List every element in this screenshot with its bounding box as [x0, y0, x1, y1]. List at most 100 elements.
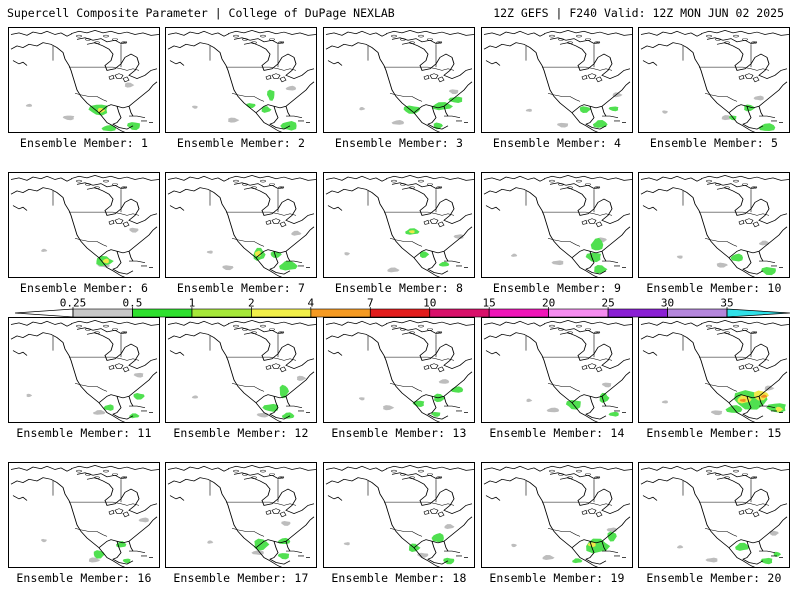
coastline [758, 541, 764, 552]
great-lakes [752, 221, 760, 228]
coastline [728, 516, 788, 549]
run-valid-time: 12Z GEFS | F240 Valid: 12Z MON JUN 02 20… [493, 6, 784, 20]
political-border [699, 66, 770, 71]
great-lakes [738, 219, 745, 225]
coastline [549, 37, 601, 44]
coastline [167, 42, 257, 114]
coastline [255, 516, 315, 549]
arctic-island [85, 38, 91, 41]
member-map-14 [481, 317, 633, 423]
arctic-island [706, 469, 712, 473]
coastline [571, 226, 631, 259]
coastline [10, 477, 100, 549]
great-lakes [581, 219, 588, 225]
scp-shaded-area [585, 252, 601, 263]
great-lakes [744, 363, 754, 369]
coastline [642, 350, 658, 356]
color-scale-legend: 0.25 0.5 1 2 4 7 10 15 20 25 30 35 [15, 297, 790, 318]
coastline [758, 396, 764, 407]
scp-shaded-area [443, 557, 455, 565]
map-header: Supercell Composite Parameter | College … [0, 0, 800, 22]
coastline [700, 320, 789, 326]
arctic-island [558, 38, 564, 41]
scp-shaded-area [760, 557, 773, 565]
coastline [585, 251, 607, 275]
scp-gray-area [677, 545, 684, 549]
scp-shaded-area [438, 261, 450, 267]
coastline [413, 402, 441, 422]
great-lakes [429, 363, 439, 369]
scp-shaded-area [773, 551, 782, 557]
great-lakes [108, 509, 115, 515]
scp-gray-area [251, 550, 264, 555]
arctic-island [549, 34, 555, 38]
arctic-island [242, 473, 248, 476]
member-map-5 [638, 27, 790, 133]
arctic-island [76, 179, 82, 183]
arctic-island [558, 473, 564, 476]
arctic-island [76, 324, 82, 328]
arctic-island [576, 179, 582, 183]
member-label: Ensemble Member: 19 [489, 571, 625, 585]
coastline [601, 541, 607, 552]
coastline [585, 106, 607, 130]
great-lakes [587, 218, 597, 224]
coastline [585, 396, 607, 420]
coastline [559, 187, 631, 224]
political-border [226, 356, 297, 361]
legend-high-arrow [726, 308, 790, 318]
political-border [704, 382, 738, 392]
arctic-island [558, 183, 564, 186]
coastline [742, 251, 764, 275]
political-border [226, 211, 297, 216]
coastline [243, 42, 315, 79]
coastline [128, 251, 134, 262]
coastline [549, 327, 601, 334]
political-border [542, 356, 613, 361]
scp-gray-area [391, 120, 405, 125]
coastline [602, 115, 619, 119]
coastline [716, 187, 788, 224]
scp-gray-area [206, 250, 213, 254]
scp-gray-area [444, 524, 455, 530]
coastline [585, 541, 607, 565]
coastline [483, 175, 546, 182]
great-lakes [279, 366, 287, 373]
arctic-island [391, 179, 397, 183]
coastline [742, 106, 764, 130]
coastline [571, 371, 631, 404]
coastline [571, 516, 631, 549]
scp-shaded-area [739, 398, 746, 402]
political-border [389, 527, 423, 537]
coastline [559, 332, 631, 369]
scp-shaded-area [594, 264, 608, 274]
arctic-island [94, 41, 100, 44]
arctic-island [567, 41, 573, 44]
arctic-island [233, 179, 239, 183]
scp-gray-area [557, 122, 569, 128]
coastline [98, 402, 126, 422]
arctic-island [85, 473, 91, 476]
arctic-island [112, 328, 118, 331]
arctic-island [391, 469, 397, 473]
coastline [167, 320, 230, 327]
coastline [129, 115, 146, 119]
great-lakes [108, 74, 115, 80]
coastline [427, 541, 449, 565]
arctic-island [733, 179, 739, 183]
coastline [327, 350, 343, 356]
coastline [444, 550, 461, 554]
coastline [401, 332, 473, 369]
coastline [485, 60, 501, 66]
coastline [758, 106, 764, 117]
political-border [69, 66, 140, 71]
arctic-island [742, 473, 748, 476]
scp-shaded-area [730, 253, 743, 262]
coastline [12, 495, 28, 501]
great-lakes [279, 76, 287, 83]
great-lakes [738, 364, 745, 370]
arctic-island [594, 186, 600, 189]
coastline [325, 332, 415, 404]
arctic-island [278, 476, 284, 479]
coastline [227, 320, 316, 326]
